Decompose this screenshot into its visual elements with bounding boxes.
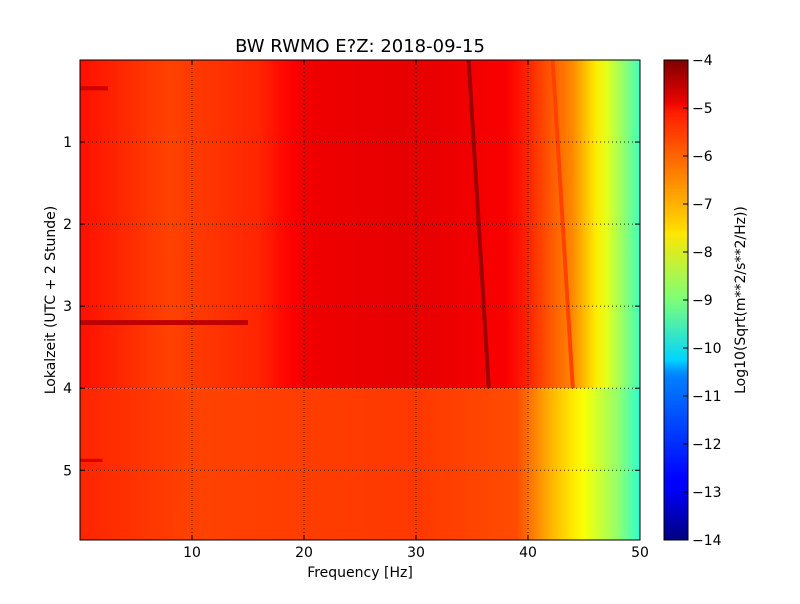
colorbar-label: Log10(Sqrt(m**2/s**2/Hz))	[733, 206, 749, 394]
colorbar-tick-label: −7	[692, 197, 713, 213]
heatmap-features	[80, 60, 575, 463]
spectral-line	[466, 60, 491, 389]
colorbar-tick-label: −10	[692, 341, 722, 357]
colorbar-tick-label: −11	[692, 389, 722, 405]
colorbar-tick-label: −9	[692, 293, 713, 309]
heatmap-area	[80, 60, 640, 540]
y-tick-label: 1	[63, 135, 72, 151]
y-axis-label: Lokalzeit (UTC + 2 Stunde)	[43, 206, 59, 395]
plot-frame	[79, 59, 641, 541]
x-axis-label: Frequency [Hz]	[307, 565, 413, 581]
x-tick-label: 20	[295, 545, 313, 561]
noise-band	[80, 320, 248, 326]
heatmap-region	[80, 388, 640, 540]
spectral-line	[550, 60, 575, 389]
x-axis-ticks: 10 20 30 40 50	[183, 60, 649, 561]
colorbar-tick-label: −6	[692, 149, 713, 165]
noise-band	[80, 86, 108, 91]
colorbar-tick-label: −4	[692, 53, 713, 69]
colorbar-tick-label: −12	[692, 437, 722, 453]
y-tick-label: 4	[63, 381, 72, 397]
y-tick-label: 5	[63, 463, 72, 479]
y-axis-ticks: 1 2 3 4 5	[63, 135, 640, 479]
colorbar-tick-label: −5	[692, 101, 713, 117]
colorbar-ticks: −4 −5 −6 −7 −8 −9 −10 −11 −12 −13 −14	[683, 53, 722, 549]
x-tick-label: 40	[519, 545, 537, 561]
y-tick-label: 2	[63, 217, 72, 233]
x-tick-label: 30	[407, 545, 425, 561]
y-tick-label: 3	[63, 299, 72, 315]
colorbar-tick-label: −8	[692, 245, 713, 261]
chart-title: BW RWMO E?Z: 2018-09-15	[235, 36, 485, 57]
x-tick-label: 10	[183, 545, 201, 561]
colorbar-tick-label: −13	[692, 485, 722, 501]
x-tick-label: 50	[631, 545, 649, 561]
noise-band	[80, 458, 103, 463]
colorbar-tick-label: −14	[692, 533, 722, 549]
